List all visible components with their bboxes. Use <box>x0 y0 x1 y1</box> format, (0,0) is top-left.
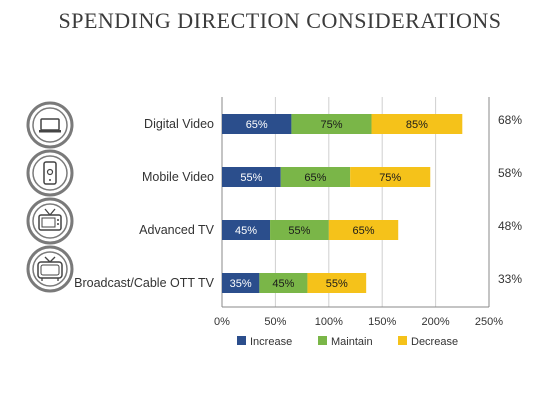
bar-maintain <box>280 167 351 187</box>
data-label-maintain: 55% <box>288 225 310 237</box>
data-label-decrease: 85% <box>406 119 428 131</box>
data-label-increase: 45% <box>235 225 257 237</box>
category-label: Advanced TV <box>139 223 214 237</box>
legend-swatch-decrease <box>398 336 407 345</box>
bar-increase <box>222 167 281 187</box>
data-label-increase: 55% <box>240 172 262 184</box>
x-tick-label: 200% <box>422 316 450 328</box>
legend-label-increase: Increase <box>250 336 292 348</box>
bar-decrease <box>328 220 399 240</box>
x-tick-label: 250% <box>475 316 503 328</box>
data-label-maintain: 75% <box>320 119 342 131</box>
bar-decrease <box>350 167 431 187</box>
x-tick-label: 0% <box>214 316 230 328</box>
icon-column <box>26 101 74 293</box>
bar-maintain <box>291 114 372 134</box>
data-label-maintain: 45% <box>272 278 294 290</box>
legend-label-decrease: Decrease <box>411 336 458 348</box>
x-tick-label: 50% <box>264 316 286 328</box>
bar-increase <box>222 220 271 240</box>
category-label: Digital Video <box>144 117 214 131</box>
bar-increase <box>222 114 292 134</box>
bar-maintain <box>270 220 329 240</box>
data-label-decrease: 75% <box>379 172 401 184</box>
laptop-icon <box>26 101 74 149</box>
right-value-label: 58% <box>498 166 522 180</box>
category-label: Mobile Video <box>142 170 214 184</box>
data-label-increase: 65% <box>246 119 268 131</box>
legend-label-maintain: Maintain <box>331 336 373 348</box>
legend-swatch-increase <box>237 336 246 345</box>
bar-increase <box>222 273 260 293</box>
bar-decrease <box>371 114 463 134</box>
legend-swatch-maintain <box>318 336 327 345</box>
right-value-label: 68% <box>498 113 522 127</box>
retro-tv-icon <box>26 245 74 293</box>
mobile-phone-icon <box>26 149 74 197</box>
data-label-increase: 35% <box>230 278 252 290</box>
data-label-maintain: 65% <box>304 172 326 184</box>
category-label: Broadcast/Cable OTT TV <box>74 276 215 290</box>
bar-maintain <box>259 273 308 293</box>
data-label-decrease: 55% <box>326 278 348 290</box>
bar-decrease <box>307 273 367 293</box>
data-label-decrease: 65% <box>352 225 374 237</box>
x-tick-label: 100% <box>315 316 343 328</box>
tv-icon <box>26 197 74 245</box>
page-title: SPENDING DIRECTION CONSIDERATIONS <box>58 8 502 33</box>
right-value-label: 33% <box>498 272 522 286</box>
right-value-label: 48% <box>498 219 522 233</box>
x-tick-label: 150% <box>368 316 396 328</box>
